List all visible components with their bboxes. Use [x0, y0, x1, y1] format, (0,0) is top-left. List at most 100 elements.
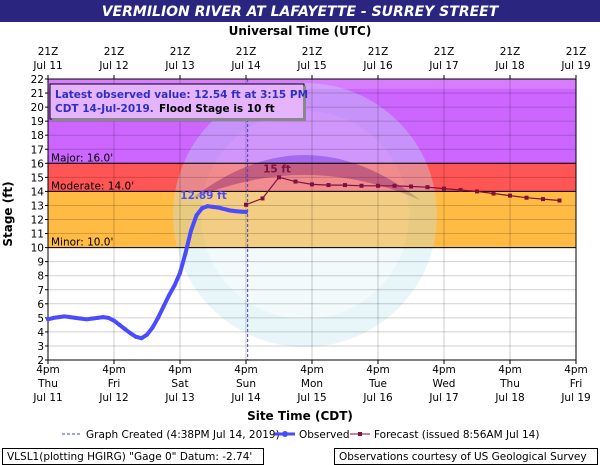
observed-point [62, 314, 67, 319]
top-tick-time: 21Z [38, 46, 59, 58]
x-tick-date: Jul 14 [230, 392, 261, 404]
observed-point [79, 316, 83, 321]
forecast-point [326, 183, 331, 188]
top-tick-date: Jul 11 [32, 60, 62, 72]
observed-point [117, 322, 122, 327]
band-normal [48, 247, 576, 360]
forecast-point [392, 183, 397, 188]
forecast-point [491, 191, 496, 196]
emblem-disc [173, 83, 437, 347]
x-tick-time: 4pm [564, 364, 588, 376]
observed-point [95, 315, 100, 320]
observed-point [134, 334, 138, 339]
plot-area: Major: 16.0' Moderate: 14.0' Minor: 10.0' 2… [31, 46, 591, 404]
x-tick-date: Jul 17 [428, 392, 458, 404]
observed-point [211, 204, 215, 209]
top-tick-date: Jul 15 [296, 60, 326, 72]
observed-point [106, 315, 111, 320]
x-tick-day: Thu [499, 378, 520, 390]
forecast-peak-label: 15 ft [263, 163, 291, 175]
x-tick-time: 4pm [432, 364, 456, 376]
band-major-top [48, 79, 576, 89]
y-tick-label: 11 [31, 229, 44, 241]
observed-point [84, 317, 89, 322]
forecast-line [245, 176, 560, 206]
legend-observed-marker [282, 431, 288, 437]
top-tick-time: 21Z [566, 46, 587, 58]
top-tick-date: Jul 17 [428, 60, 458, 72]
x-tick-day: Thu [37, 378, 58, 390]
x-tick-time: 4pm [234, 364, 258, 376]
y-tick-label: 14 [31, 186, 45, 198]
observed-point [46, 317, 50, 322]
top-tick-date: Jul 19 [560, 60, 590, 72]
x-tick-date: Jul 15 [296, 392, 326, 404]
y-tick-label: 10 [31, 243, 44, 255]
y-tick-label: 12 [31, 215, 44, 227]
y-tick-label: 19 [31, 116, 44, 128]
x-tick-day: Tue [368, 378, 387, 390]
observed-point [205, 204, 210, 209]
observed-point [161, 304, 166, 309]
top-tick-time: 21Z [170, 46, 191, 58]
y-tick-label: 6 [37, 299, 44, 311]
top-tick-date: Jul 12 [98, 60, 128, 72]
info-latest-value: Latest observed value: 12.54 ft at 3:15 … [55, 89, 308, 101]
observed-point [145, 332, 149, 337]
x-tick-day: Sat [171, 378, 188, 390]
x-tick-day: Sun [236, 378, 256, 390]
forecast-point [376, 183, 380, 188]
chart-title: VERMILION RIVER AT LAFAYETTE - SURREY ST… [102, 4, 500, 20]
observed-point [194, 213, 199, 218]
forecast-point [475, 189, 479, 194]
y-tick-label: 21 [31, 88, 44, 100]
x-tick-day: Mon [301, 378, 323, 390]
forecast-point [458, 187, 463, 192]
forecast-point [343, 183, 347, 188]
observed-point [68, 315, 72, 320]
x-tick-time: 4pm [498, 364, 522, 376]
top-tick-date: Jul 14 [230, 60, 261, 72]
observed-point [189, 228, 193, 233]
legend-forecast-marker [358, 432, 362, 436]
y-tick-label: 8 [37, 271, 44, 283]
observed-peak-label: 12.89 ft [180, 190, 226, 202]
observed-point [101, 315, 105, 320]
observed-point [178, 270, 182, 275]
y-tick-label: 13 [31, 200, 44, 212]
observed-point [172, 283, 177, 288]
footer-source: Observations courtesy of US Geological S… [334, 448, 598, 465]
x-tick-time: 4pm [168, 364, 192, 376]
observed-point [128, 331, 133, 336]
x-tick-day: Fri [570, 378, 583, 390]
observed-point [112, 318, 116, 323]
forecast-point [541, 197, 545, 202]
observed-point [150, 325, 155, 330]
top-tick-time: 21Z [236, 46, 257, 58]
observed-point [139, 336, 144, 341]
title-bar [0, 0, 600, 22]
x-tick-time: 4pm [366, 364, 390, 376]
band-moderate [48, 163, 576, 192]
x-tick-time: 4pm [102, 364, 126, 376]
observed-point [200, 206, 204, 211]
observed-point [167, 293, 171, 298]
info-box-shadow [52, 118, 306, 121]
footer-datum: VLSL1(plotting HGIRG) "Gage 0" Datum: -2… [2, 448, 264, 465]
top-tick-date: Jul 18 [494, 60, 524, 72]
x-tick-date: Jul 13 [164, 392, 194, 404]
forecast-point [508, 193, 512, 198]
observed-point [51, 315, 56, 320]
x-tick-date: Jul 19 [560, 392, 590, 404]
forecast-point [425, 185, 430, 190]
legend: Graph Created (4:38PM Jul 14, 2019) Obse… [62, 429, 539, 441]
observed-point [73, 315, 78, 320]
x-axis-label: Site Time (CDT) [247, 409, 353, 423]
top-tick-time: 21Z [500, 46, 521, 58]
legend-graph-created: Graph Created (4:38PM Jul 14, 2019) [86, 429, 280, 441]
y-tick-label: 9 [37, 257, 44, 269]
forecast-point [409, 184, 413, 189]
y-tick-label: 18 [31, 130, 44, 142]
x-tick-day: Wed [433, 378, 456, 390]
y-tick-label: 22 [31, 74, 44, 86]
